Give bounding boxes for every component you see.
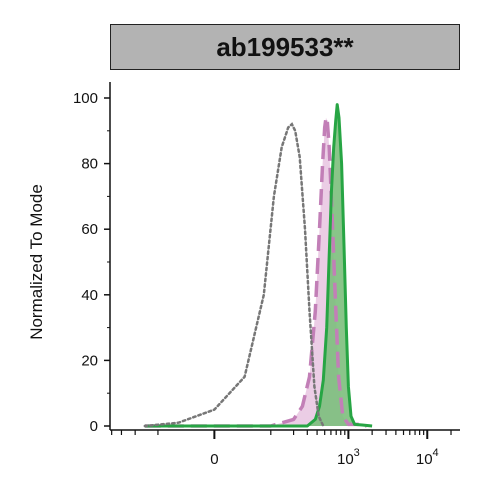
- gray-series-line: [143, 122, 325, 428]
- x-tick-exponent: 4: [433, 447, 439, 459]
- y-tick-label: 80: [81, 156, 98, 173]
- x-tick-label: 103: [337, 447, 360, 468]
- y-axis-title: Normalized To Mode: [27, 184, 46, 340]
- green-series-line: [144, 103, 373, 428]
- x-tick-label: 104: [416, 447, 439, 468]
- y-tick-label: 0: [90, 418, 98, 435]
- y-tick-label: 60: [81, 221, 98, 238]
- plot-layer: 0 20 40 60 80 100 0 103 104: [73, 82, 460, 468]
- x-tick-exponent: 3: [354, 447, 360, 459]
- chart-title: ab199533**: [110, 24, 460, 70]
- x-tick-label: 0: [210, 451, 218, 468]
- y-tick-label: 100: [73, 90, 98, 107]
- pink-series-fill: [144, 117, 367, 426]
- y-tick-label: 40: [81, 287, 98, 304]
- pink-series-line: [144, 115, 368, 428]
- y-tick-label: 20: [81, 352, 98, 369]
